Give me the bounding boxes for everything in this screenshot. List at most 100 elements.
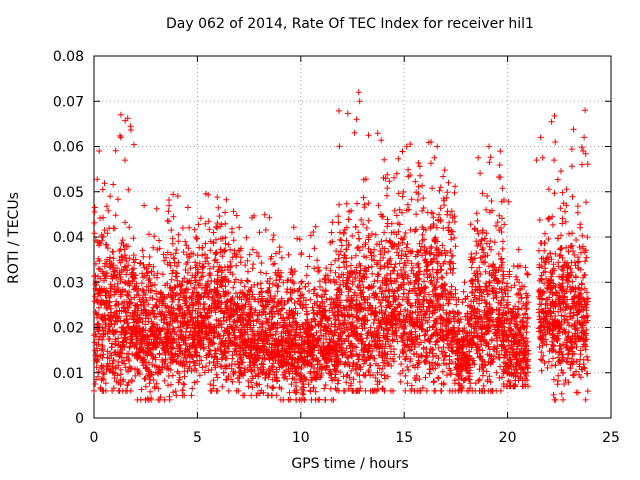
data-point xyxy=(116,387,123,394)
data-point xyxy=(322,396,329,403)
data-point xyxy=(106,360,113,367)
data-point xyxy=(136,348,143,355)
data-point xyxy=(154,270,161,277)
data-point xyxy=(139,247,146,254)
data-point xyxy=(263,315,270,322)
data-point xyxy=(222,240,229,247)
data-point xyxy=(189,340,196,347)
data-point xyxy=(304,353,311,360)
data-point xyxy=(321,291,328,298)
data-point xyxy=(285,396,292,403)
data-point xyxy=(404,363,411,370)
data-point xyxy=(441,167,448,174)
data-point xyxy=(336,274,343,281)
data-point xyxy=(202,251,208,258)
data-point xyxy=(97,266,104,273)
data-point xyxy=(134,396,141,403)
data-point xyxy=(261,343,268,350)
data-point xyxy=(420,344,427,351)
data-point xyxy=(256,324,263,331)
data-point xyxy=(164,280,171,287)
data-point xyxy=(236,336,243,343)
data-point xyxy=(400,188,407,195)
data-point xyxy=(151,233,158,240)
data-point xyxy=(112,267,119,274)
data-point xyxy=(302,283,309,290)
data-point xyxy=(111,283,118,290)
data-point xyxy=(181,315,188,322)
data-point xyxy=(192,362,199,369)
data-point xyxy=(196,294,203,301)
data-point xyxy=(183,242,190,249)
data-point xyxy=(227,258,234,265)
data-point xyxy=(413,211,420,218)
data-point xyxy=(499,185,506,192)
data-point xyxy=(196,260,203,267)
data-point xyxy=(102,292,109,299)
data-point xyxy=(188,392,195,399)
data-point xyxy=(196,338,203,345)
data-point xyxy=(150,244,157,251)
data-point xyxy=(420,195,427,202)
data-point xyxy=(184,204,191,211)
data-point xyxy=(204,283,211,290)
data-point xyxy=(147,376,154,383)
data-point xyxy=(93,345,100,352)
data-point xyxy=(125,323,132,330)
data-point xyxy=(384,185,391,192)
data-point xyxy=(365,132,372,139)
data-point xyxy=(145,367,152,374)
data-point xyxy=(242,336,249,343)
data-point xyxy=(125,262,132,269)
data-point xyxy=(175,360,182,367)
data-point xyxy=(248,339,255,346)
data-point xyxy=(130,235,137,242)
data-point xyxy=(330,396,337,403)
data-point xyxy=(208,302,215,309)
data-point xyxy=(142,375,149,382)
data-point xyxy=(169,325,176,332)
data-point xyxy=(148,327,155,334)
data-point xyxy=(148,287,155,294)
data-point xyxy=(251,212,257,219)
data-point xyxy=(245,383,252,390)
data-point xyxy=(105,302,112,309)
data-point xyxy=(196,332,203,339)
data-point xyxy=(190,302,197,309)
data-point xyxy=(172,273,179,280)
data-point xyxy=(365,217,372,224)
data-point xyxy=(236,224,243,231)
data-point xyxy=(120,242,127,248)
data-point xyxy=(273,272,280,279)
data-point xyxy=(252,356,259,363)
data-point xyxy=(98,286,105,293)
data-point xyxy=(141,264,148,271)
data-point xyxy=(236,364,243,371)
data-point xyxy=(154,274,160,281)
data-point xyxy=(349,232,356,239)
data-point xyxy=(126,357,132,364)
data-point xyxy=(179,309,186,316)
data-point xyxy=(421,332,428,339)
data-point xyxy=(322,275,328,282)
data-point xyxy=(162,351,169,358)
data-point xyxy=(181,368,188,375)
data-point xyxy=(266,280,273,287)
data-point xyxy=(238,356,245,363)
data-point xyxy=(236,294,243,301)
data-point xyxy=(103,203,110,210)
data-point xyxy=(161,293,168,300)
data-point xyxy=(372,231,379,238)
data-point xyxy=(216,333,223,340)
data-point xyxy=(104,348,111,355)
data-point xyxy=(211,257,218,264)
data-point xyxy=(322,279,329,286)
data-point xyxy=(218,269,225,276)
data-point xyxy=(408,249,414,256)
data-point xyxy=(121,246,128,253)
data-point xyxy=(460,288,467,295)
data-point xyxy=(165,208,172,215)
data-point xyxy=(291,300,298,306)
data-point xyxy=(129,273,136,280)
data-point xyxy=(91,219,98,226)
